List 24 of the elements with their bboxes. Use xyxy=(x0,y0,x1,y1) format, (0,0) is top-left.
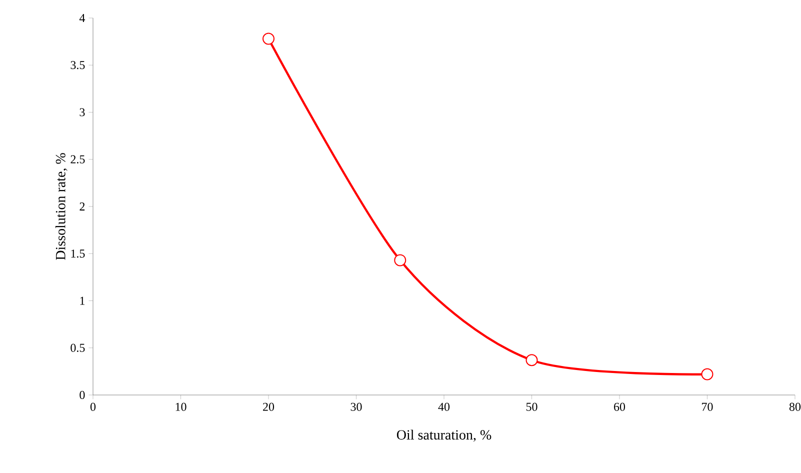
x-tick-label: 40 xyxy=(438,402,450,411)
y-tick-label: 0.5 xyxy=(70,344,85,352)
point xyxy=(701,368,714,380)
x-tick-label: 80 xyxy=(789,402,801,411)
x-tick-label: 20 xyxy=(263,402,274,411)
x-tick-label: 60 xyxy=(614,402,626,411)
y-tick-label: 3 xyxy=(80,108,85,116)
point xyxy=(262,32,274,45)
y-tick-label: 3.5 xyxy=(70,61,85,70)
y-tick-label: 0 xyxy=(80,390,85,400)
x-tick-label: 10 xyxy=(176,402,186,411)
x-tick-label: 30 xyxy=(350,402,362,411)
y-axis-title: Dissolution rate, % xyxy=(55,153,68,260)
y-tick-label: 2 xyxy=(80,202,85,210)
y-tick-label: 1 xyxy=(80,296,84,305)
x-tick-label: 70 xyxy=(702,402,713,411)
x-tick-label: 50 xyxy=(526,402,538,411)
point xyxy=(526,354,538,366)
y-tick-label: 1.5 xyxy=(71,250,85,258)
y-tick-label: 2.5 xyxy=(70,155,85,164)
x-axis-title: Oil saturation, % xyxy=(396,430,492,442)
x-tick-label: 0 xyxy=(90,402,96,411)
y-tick-label: 4 xyxy=(79,14,86,22)
point xyxy=(394,254,406,266)
